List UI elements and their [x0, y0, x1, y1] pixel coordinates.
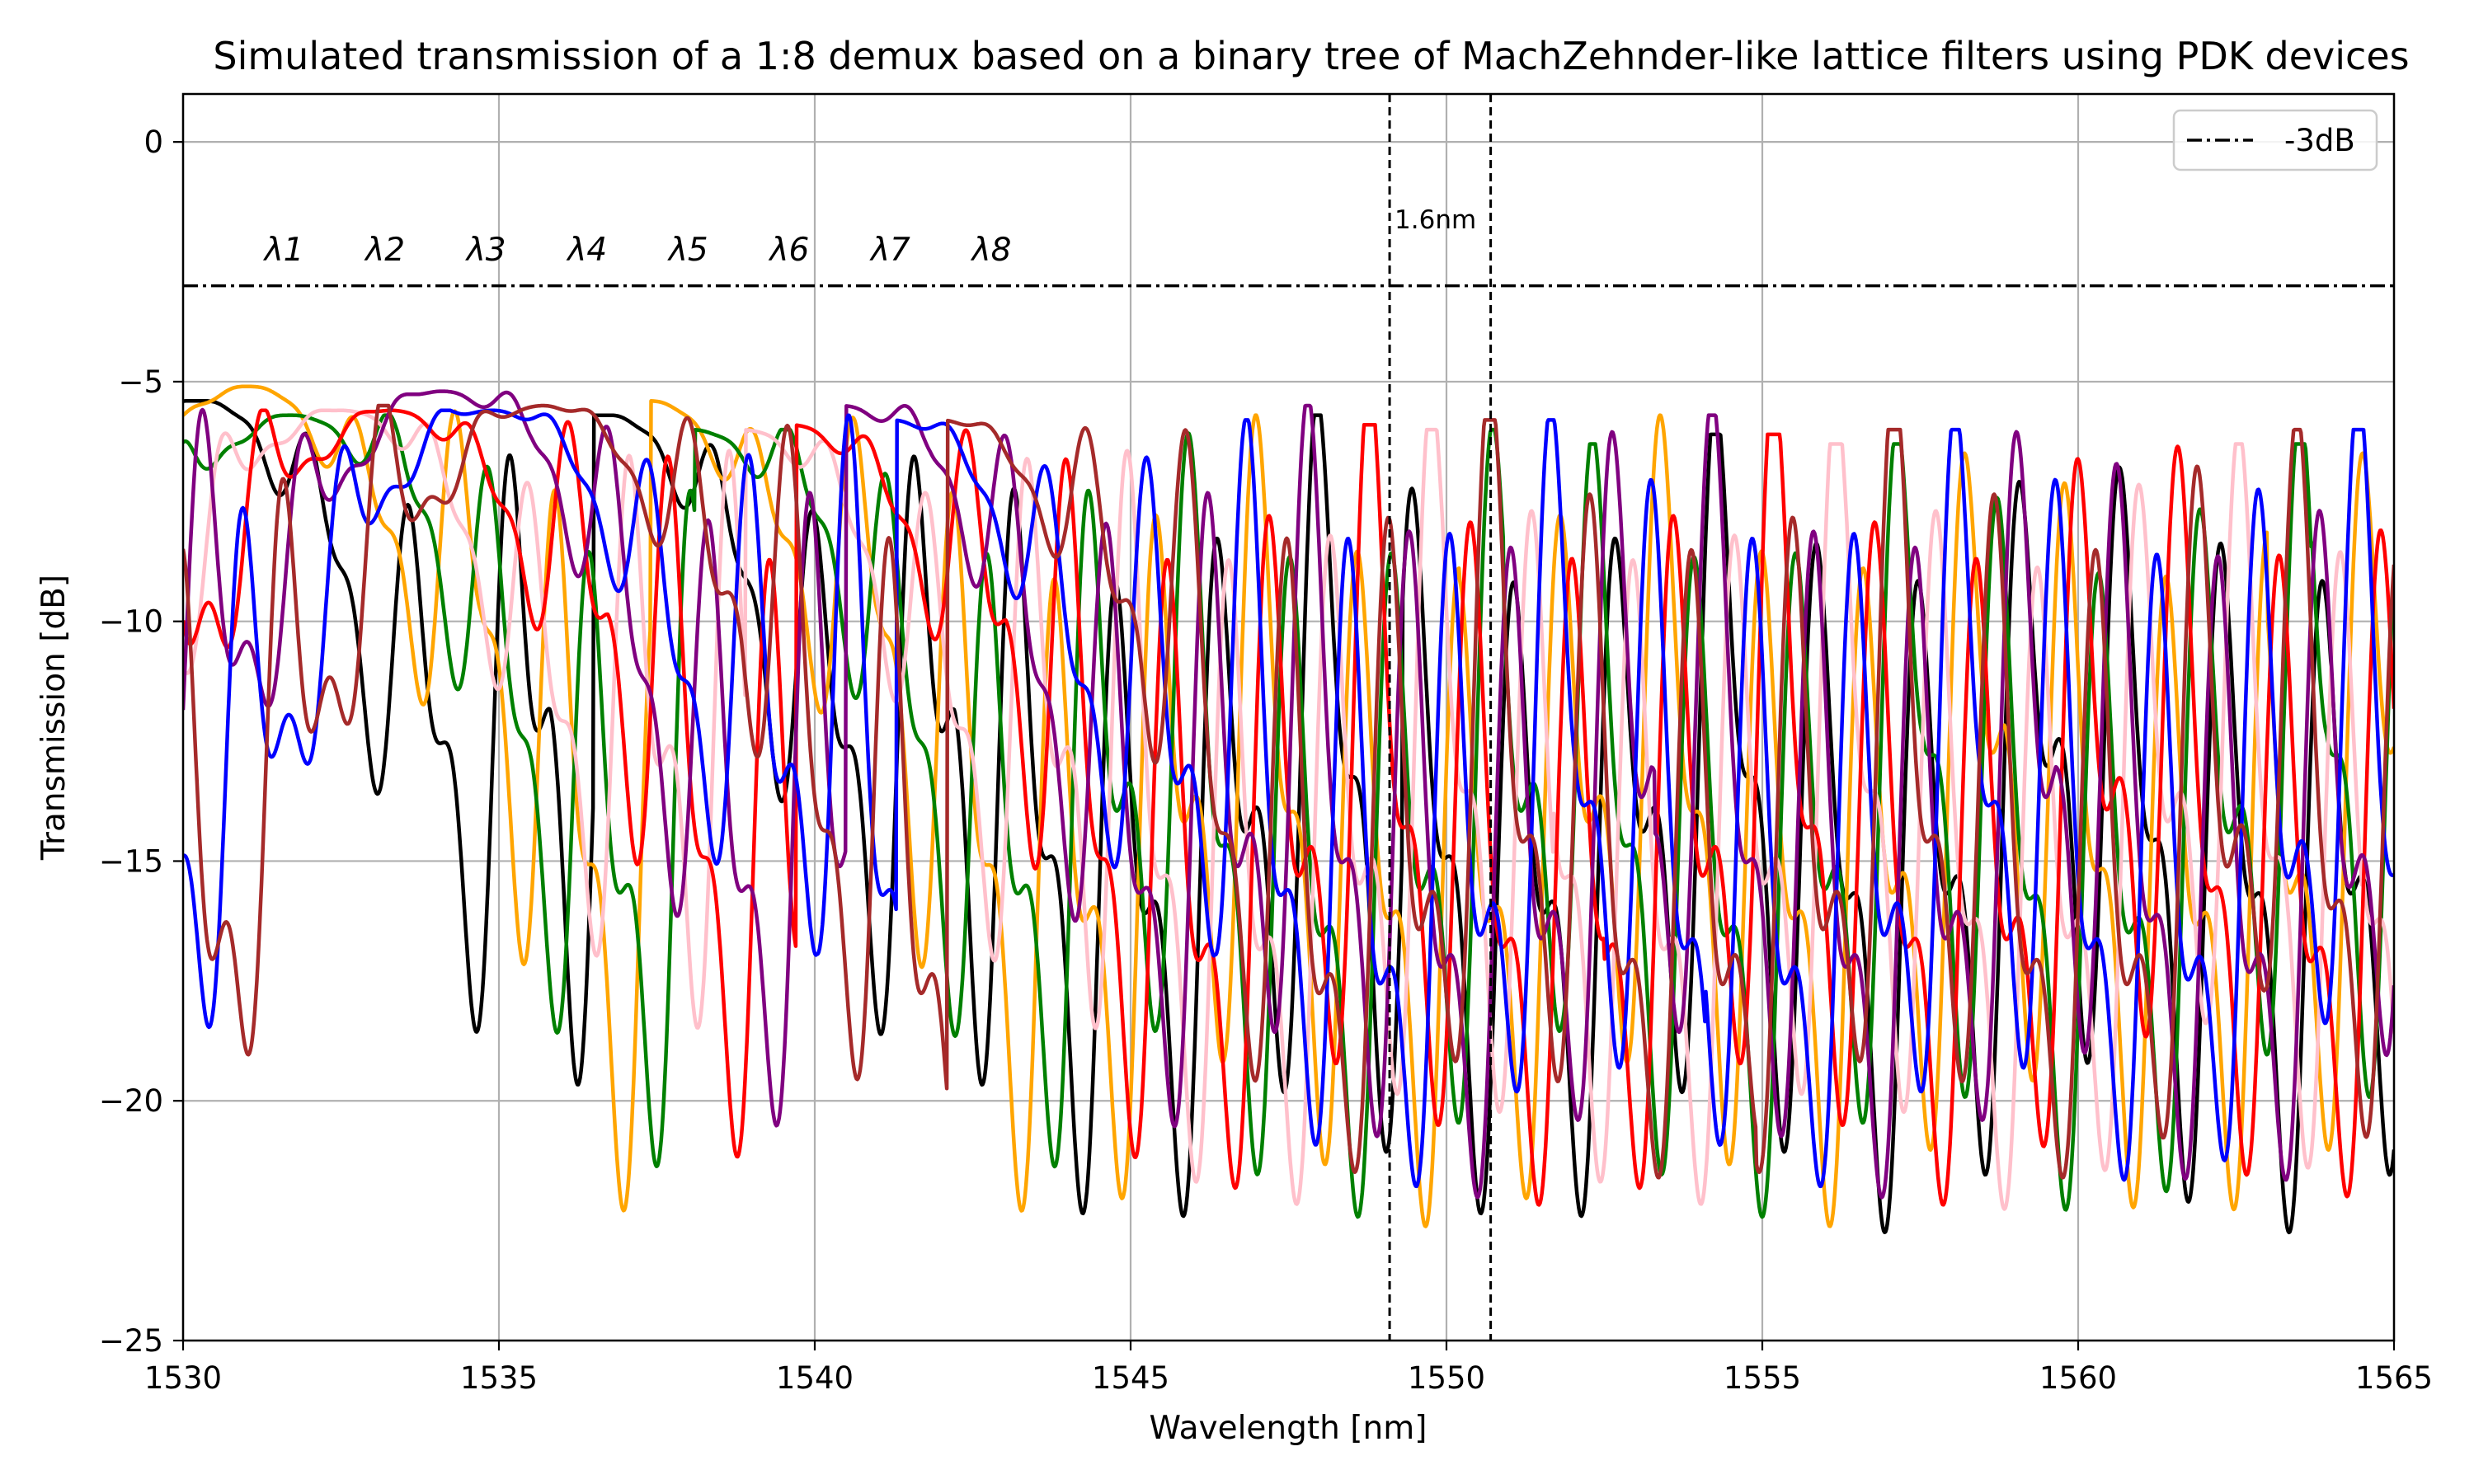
- x-tick-label: 1545: [1092, 1360, 1169, 1396]
- channel-label: λ8: [971, 232, 1012, 269]
- legend: -3dB: [2172, 109, 2378, 171]
- channel-label: λ6: [768, 232, 809, 269]
- y-axis-label: Transmission [dB]: [35, 575, 73, 861]
- series-line: [183, 408, 2394, 1211]
- x-tick-label: 1555: [1724, 1360, 1801, 1396]
- spacing-label: 1.6nm: [1395, 205, 1476, 235]
- x-tick-label: 1540: [776, 1360, 854, 1396]
- series-line: [183, 408, 2394, 1189]
- channel-label: λ7: [869, 232, 910, 269]
- x-tick-label: 1550: [1408, 1360, 1485, 1396]
- y-tick-label: −5: [118, 364, 163, 400]
- series-line: [183, 413, 2394, 1219]
- annotations: 1.6nm λ1 λ2 λ3 λ4 λ5 λ6 λ7 λ8: [183, 94, 2394, 1341]
- axis-ticks: 1530 1535 1540 1545 1550 1555 1560 1565 0 −5 −10 −1…: [99, 124, 2433, 1396]
- x-tick-label: 1565: [2355, 1360, 2433, 1396]
- plot-frame: [181, 92, 2396, 1342]
- y-tick-label: −20: [99, 1083, 163, 1119]
- y-tick-label: −10: [99, 604, 163, 640]
- channel-label: λ2: [364, 232, 405, 269]
- series-line: [183, 389, 2394, 1200]
- y-tick-label: 0: [143, 124, 163, 160]
- x-tick-label: 1560: [2039, 1360, 2117, 1396]
- legend-label-3db: -3dB: [2284, 123, 2355, 158]
- channel-label: λ5: [667, 232, 708, 269]
- channel-label: λ1: [263, 232, 304, 269]
- channel-label: λ4: [566, 232, 607, 269]
- channel-label: λ3: [465, 232, 506, 269]
- x-axis-label: Wavelength [nm]: [1150, 1410, 1427, 1447]
- series-line: [183, 403, 2394, 1180]
- x-tick-label: 1530: [144, 1360, 222, 1396]
- y-tick-label: −25: [99, 1323, 163, 1359]
- y-tick-label: −15: [99, 843, 163, 879]
- x-tick-label: 1535: [460, 1360, 538, 1396]
- series-lines: [183, 384, 2394, 1235]
- chart-title: Simulated transmission of a 1:8 demux ba…: [213, 34, 2409, 78]
- legend-box: [2172, 109, 2378, 171]
